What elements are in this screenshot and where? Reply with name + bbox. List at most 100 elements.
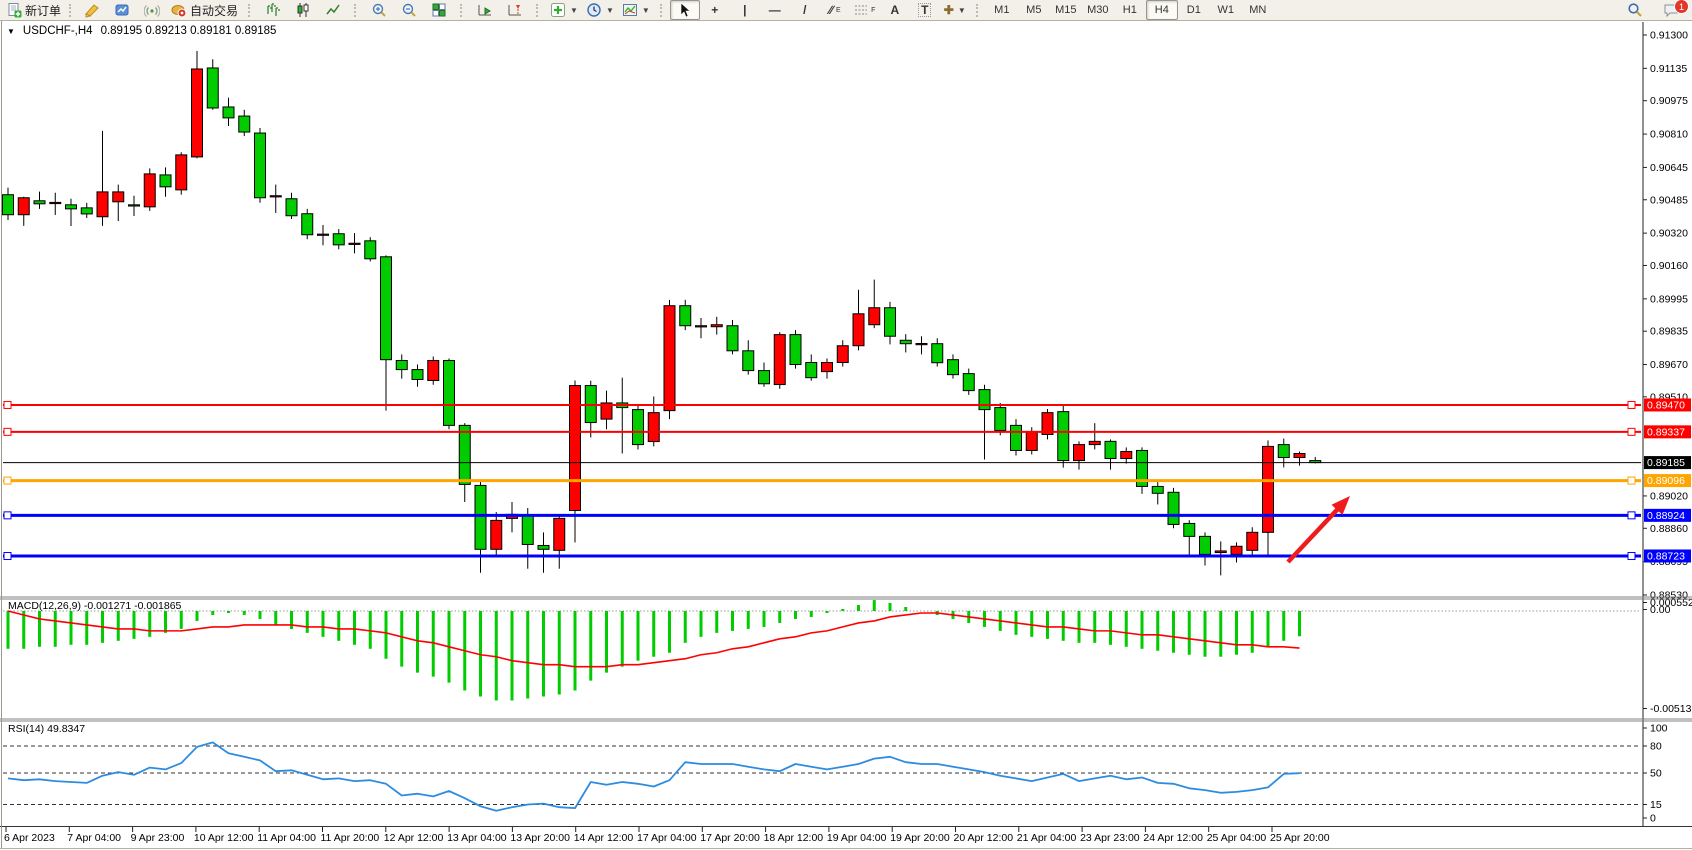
template-icon xyxy=(622,4,637,16)
candlestick-chart-button[interactable] xyxy=(288,0,318,20)
line-handle[interactable] xyxy=(1627,551,1636,560)
line-handle[interactable] xyxy=(1627,400,1636,409)
toolbar-grip xyxy=(248,3,252,17)
line-handle[interactable] xyxy=(3,400,12,409)
new-order-button[interactable]: 新订单 xyxy=(2,0,65,20)
auto-scroll-button[interactable] xyxy=(470,0,500,20)
line-chart-button[interactable] xyxy=(318,0,348,20)
vertical-line-tool-button[interactable]: | xyxy=(730,0,760,20)
toolbar-right: 1 xyxy=(1620,0,1692,20)
new-order-icon xyxy=(8,3,22,18)
horizontal-line-object[interactable] xyxy=(3,427,1641,436)
candle xyxy=(1104,439,1117,470)
timeframe-D1[interactable]: D1 xyxy=(1186,4,1201,16)
candle xyxy=(49,192,62,215)
line-handle[interactable] xyxy=(3,551,12,560)
search-button[interactable] xyxy=(1620,0,1650,20)
toolbar-group-zoom xyxy=(362,0,456,20)
horizontal-line-icon: — xyxy=(768,3,781,17)
candle xyxy=(805,354,818,381)
periods-button[interactable]: ▼ xyxy=(582,0,618,20)
arrows-tool-button[interactable]: ✚ ▼ xyxy=(940,0,970,20)
line-handle[interactable] xyxy=(3,476,12,485)
timeframe-H4[interactable]: H4 xyxy=(1145,0,1178,20)
arrow-annotation[interactable] xyxy=(1286,496,1350,564)
signals-button[interactable] xyxy=(137,0,167,20)
tile-windows-button[interactable] xyxy=(424,0,454,20)
time-axis-layer: 6 Apr 2023 7 Apr 04:00 9 Apr 23:00 10 Apr 1… xyxy=(4,827,1330,844)
text-tool-button[interactable]: A xyxy=(880,0,910,20)
dropdown-caret-icon: ▼ xyxy=(957,5,966,15)
horizontal-line-object[interactable] xyxy=(3,400,1641,409)
indicators-button[interactable]: ▼ xyxy=(546,0,582,20)
timeframe-M30[interactable]: M30 xyxy=(1087,4,1109,16)
line-handle[interactable] xyxy=(1627,476,1636,485)
date-tick-label: 25 Apr 20:00 xyxy=(1270,832,1330,844)
chart-shift-button[interactable] xyxy=(500,0,530,20)
horizontal-line-object[interactable] xyxy=(3,476,1641,485)
timeframe-M15[interactable]: M15 xyxy=(1055,4,1077,16)
candle xyxy=(128,195,140,216)
line-handle[interactable] xyxy=(3,427,12,436)
text-label-tool-button[interactable]: T xyxy=(910,0,940,20)
zoom-out-button[interactable] xyxy=(394,0,424,20)
timeframe-MN[interactable]: MN xyxy=(1249,4,1267,16)
line-handle[interactable] xyxy=(3,511,12,520)
timeframe-M5[interactable]: M5 xyxy=(1026,4,1042,16)
collapse-triangle-icon[interactable]: ▼ xyxy=(7,26,15,36)
templates-button[interactable]: ▼ xyxy=(618,0,654,20)
rsi-axis-label: 80 xyxy=(1650,741,1662,753)
timeframe-W1[interactable]: W1 xyxy=(1217,4,1235,16)
date-tick-label: 19 Apr 04:00 xyxy=(827,832,887,844)
price-tick-label: 0.90645 xyxy=(1650,162,1688,174)
zoom-in-button[interactable] xyxy=(364,0,394,20)
cursor-tool-button[interactable] xyxy=(669,0,700,20)
zoom-in-icon xyxy=(372,3,386,17)
market-watch-button[interactable] xyxy=(107,0,137,20)
candle xyxy=(821,358,833,379)
price-tick-label: 0.90810 xyxy=(1650,129,1688,141)
line-handle[interactable] xyxy=(1627,427,1636,436)
rsi-axis-label: 15 xyxy=(1650,799,1662,811)
date-tick-label: 18 Apr 12:00 xyxy=(764,832,824,844)
crosshair-tool-button[interactable]: + xyxy=(700,0,730,20)
channel-sub-label: E xyxy=(835,6,841,14)
candle xyxy=(789,330,802,369)
price-tick-label: 0.90320 xyxy=(1650,228,1688,240)
candle xyxy=(112,184,125,221)
price-tick-label: 0.91300 xyxy=(1650,30,1688,42)
candle xyxy=(726,320,739,355)
macd-axis-label: 0.00 xyxy=(1650,604,1671,616)
horizontal-line-tool-button[interactable]: — xyxy=(760,0,790,20)
macd-signal-line xyxy=(7,610,1300,668)
horizontal-line-object[interactable] xyxy=(3,511,1641,520)
candlestick-chart-icon xyxy=(297,3,309,17)
fibonacci-icon xyxy=(855,5,868,15)
bar-chart-button[interactable] xyxy=(258,0,288,20)
auto-trading-button[interactable]: 自动交易 xyxy=(167,0,242,20)
candle xyxy=(2,187,14,220)
notifications-button[interactable]: 1 xyxy=(1656,0,1689,20)
svg-text:0.89470: 0.89470 xyxy=(1647,399,1685,411)
candle xyxy=(1230,542,1243,563)
price-tick-label: 0.89670 xyxy=(1650,359,1688,371)
candle xyxy=(191,50,203,159)
price-tag: 0.88924 xyxy=(1644,508,1691,522)
new-order-label: 新订单 xyxy=(25,3,62,18)
horizontal-line-object[interactable] xyxy=(3,551,1641,560)
crayon-button[interactable] xyxy=(77,0,107,20)
rsi-value: 49.8347 xyxy=(47,723,86,735)
channel-tool-button[interactable]: ∕∕ E xyxy=(820,0,850,20)
toolbar-group-scroll xyxy=(468,0,532,20)
line-handle[interactable] xyxy=(1627,511,1636,520)
price-tick-label: 0.90160 xyxy=(1650,260,1688,272)
candle xyxy=(17,196,30,226)
trendline-tool-button[interactable]: / xyxy=(790,0,820,20)
candle xyxy=(490,512,503,557)
candle xyxy=(537,532,550,573)
timeframe-M1[interactable]: M1 xyxy=(994,4,1010,16)
fibonacci-tool-button[interactable]: F xyxy=(850,0,880,20)
timeframe-H1[interactable]: H1 xyxy=(1122,4,1137,16)
